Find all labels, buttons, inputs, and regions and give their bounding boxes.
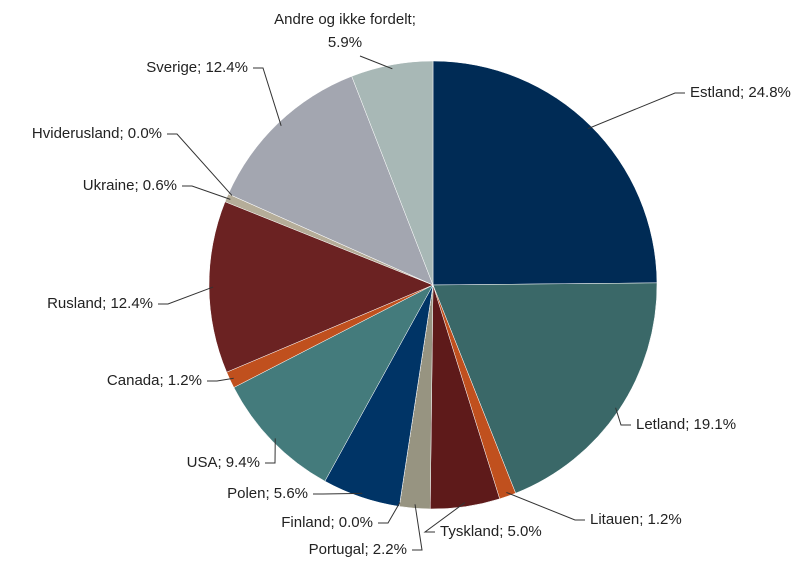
data-label: Letland; 19.1% [636, 416, 736, 433]
leader-line [182, 185, 231, 200]
data-label-line: Letland; 19.1% [636, 416, 736, 433]
data-label-line: Litauen; 1.2% [590, 511, 682, 528]
leader-line [359, 55, 393, 70]
data-label-line: Portugal; 2.2% [309, 541, 407, 558]
data-label-line: 5.9% [328, 34, 362, 51]
leader-line [506, 491, 585, 521]
pie-slice [432, 60, 658, 286]
leader-line [158, 286, 214, 305]
data-label: Portugal; 2.2% [309, 541, 407, 558]
pie-slice [228, 75, 434, 286]
leader-line [378, 502, 401, 524]
data-label: Sverige; 12.4% [146, 59, 248, 76]
data-label-line: Rusland; 12.4% [47, 295, 153, 312]
leader-line [313, 492, 363, 495]
leader-line [265, 438, 276, 464]
data-label: Polen; 5.6% [227, 485, 308, 502]
leader-line [207, 377, 234, 382]
data-label-line: Hviderusland; 0.0% [32, 125, 162, 142]
data-label: Hviderusland; 0.0% [32, 125, 162, 142]
pie-slice [208, 201, 434, 373]
data-label-line: Sverige; 12.4% [146, 59, 248, 76]
data-label: Tyskland; 5.0% [440, 523, 542, 540]
data-label: Ukraine; 0.6% [83, 177, 177, 194]
data-label-line: Estland; 24.8% [690, 84, 791, 101]
pie-slice [351, 60, 434, 286]
data-label: USA; 9.4% [187, 454, 260, 471]
leader-line [615, 407, 631, 426]
data-label: Litauen; 1.2% [590, 511, 682, 528]
pie-slice [432, 282, 658, 494]
data-label-line: Andre og ikke fordelt; [274, 11, 416, 28]
data-label-line: Tyskland; 5.0% [440, 523, 542, 540]
data-label-line: Polen; 5.6% [227, 485, 308, 502]
data-label: Rusland; 12.4% [47, 295, 153, 312]
data-label: Andre og ikke fordelt; 5.9% [274, 11, 416, 51]
leader-line [587, 92, 685, 130]
leader-line [423, 502, 466, 533]
data-label: Finland; 0.0% [281, 514, 373, 531]
leader-line [253, 67, 282, 126]
leader-line [167, 133, 233, 196]
data-label-line: Canada; 1.2% [107, 372, 202, 389]
data-label: Canada; 1.2% [107, 372, 202, 389]
data-label-line: Ukraine; 0.6% [83, 177, 177, 194]
slices [208, 60, 658, 510]
data-label: Estland; 24.8% [690, 84, 791, 101]
data-label-line: Finland; 0.0% [281, 514, 373, 531]
pie-slice [233, 284, 434, 482]
data-label-line: USA; 9.4% [187, 454, 260, 471]
leader-line [412, 504, 423, 551]
